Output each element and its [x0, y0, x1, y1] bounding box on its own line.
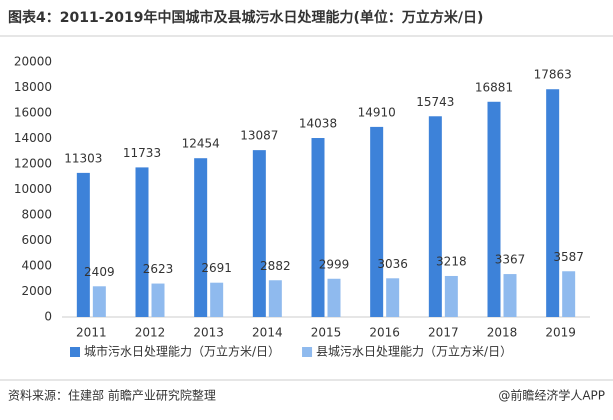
bar: [194, 158, 208, 317]
data-label: 3036: [377, 257, 408, 271]
legend-label: 县城污水日处理能力（万立方米/日）: [316, 344, 512, 359]
bar: [151, 283, 165, 317]
data-label: 3587: [553, 250, 584, 264]
data-label: 16881: [475, 80, 513, 94]
y-tick-label: 10000: [14, 182, 52, 196]
bar: [386, 278, 400, 317]
x-tick-label: 2018: [487, 326, 518, 340]
data-label: 2999: [319, 257, 350, 271]
data-label: 3367: [495, 253, 526, 267]
y-tick-label: 16000: [14, 106, 52, 120]
x-tick-label: 2016: [369, 326, 400, 340]
bar: [370, 126, 384, 318]
data-label: 14038: [299, 117, 337, 131]
bar: [503, 274, 517, 317]
data-label: 14910: [358, 105, 396, 119]
data-label: 17863: [534, 68, 572, 82]
bar: [252, 150, 266, 317]
legend-swatch: [70, 347, 80, 357]
data-label: 2882: [260, 259, 291, 273]
bar: [135, 167, 149, 317]
x-tick-label: 2015: [311, 326, 342, 340]
x-tick-label: 2011: [76, 326, 107, 340]
data-label: 11733: [123, 146, 161, 160]
y-tick-label: 6000: [21, 233, 52, 247]
credit: @前瞻经济学人APP: [498, 388, 605, 403]
bar: [311, 138, 325, 317]
y-tick-label: 20000: [14, 55, 52, 69]
data-label: 3218: [436, 254, 467, 268]
legend-label: 城市污水日处理能力（万立方米/日）: [84, 344, 280, 359]
data-label: 11303: [64, 151, 102, 165]
data-label: 2409: [84, 265, 115, 279]
y-tick-label: 0: [44, 310, 52, 324]
data-label: 13087: [240, 129, 278, 143]
x-tick-label: 2013: [193, 326, 224, 340]
y-tick-label: 4000: [21, 259, 52, 273]
bar: [92, 286, 106, 317]
bar: [428, 116, 442, 317]
data-label: 15743: [416, 95, 454, 109]
bar: [268, 280, 282, 317]
bar: [327, 278, 341, 317]
data-label: 12454: [182, 137, 220, 151]
x-tick-label: 2012: [135, 326, 166, 340]
bar: [546, 89, 560, 317]
y-tick-label: 18000: [14, 80, 52, 94]
bar: [76, 172, 90, 317]
bar: [210, 282, 224, 317]
bar: [487, 101, 501, 318]
legend-swatch: [302, 347, 313, 357]
x-tick-label: 2014: [252, 326, 283, 340]
y-tick-label: 14000: [14, 131, 52, 145]
y-tick-label: 2000: [21, 284, 52, 298]
source: 资料来源：住建部 前瞻产业研究院整理: [8, 388, 216, 403]
y-tick-label: 8000: [21, 208, 52, 222]
x-tick-label: 2019: [545, 326, 576, 340]
bar: [444, 275, 458, 317]
data-label: 2691: [201, 261, 232, 275]
bar: [562, 271, 576, 317]
chart-title: 图表4：2011-2019年中国城市及县城污水日处理能力(单位：万立方米/日): [8, 9, 483, 26]
data-label: 2623: [143, 262, 174, 276]
y-tick-label: 12000: [14, 157, 52, 171]
x-tick-label: 2017: [428, 326, 459, 340]
